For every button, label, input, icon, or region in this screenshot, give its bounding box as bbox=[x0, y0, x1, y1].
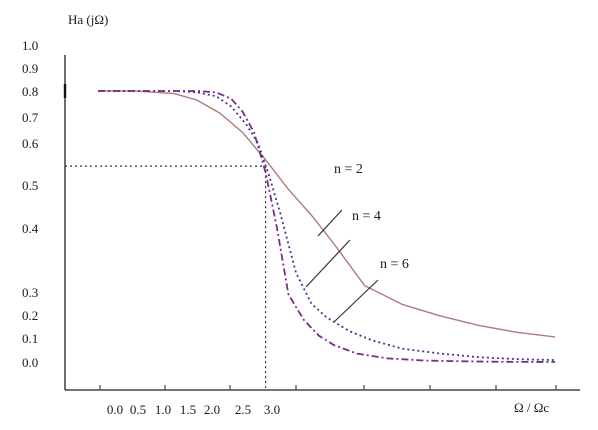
x-tick-label: 0.0 bbox=[107, 402, 123, 417]
y-axis-label: Ha (jΩ) bbox=[68, 12, 108, 27]
series-line-3 bbox=[98, 90, 556, 363]
y-tick-label: 0.0 bbox=[22, 355, 38, 370]
x-tick-label: 1.0 bbox=[155, 402, 171, 417]
x-tick-label: 3.0 bbox=[264, 402, 280, 417]
x-axis-label: Ω / Ωc bbox=[514, 400, 549, 415]
series-label-leader-1 bbox=[317, 209, 343, 237]
x-tick-label: 1.5 bbox=[180, 402, 196, 417]
x-tick-label: 2.5 bbox=[235, 402, 251, 417]
y-tick-label: 0.7 bbox=[22, 110, 39, 125]
y-tick-label: 1.0 bbox=[22, 38, 38, 53]
x-tick-marks bbox=[99, 385, 557, 390]
y-tick-label: 0.5 bbox=[22, 178, 38, 193]
y-tick-label: 0.3 bbox=[22, 285, 38, 300]
series-line-1 bbox=[98, 90, 556, 338]
y-tick-label: 0.6 bbox=[22, 136, 39, 151]
y-tick-label: 0.2 bbox=[22, 308, 38, 323]
x-tick-label: 2.0 bbox=[204, 402, 220, 417]
y-tick-label: 0.4 bbox=[22, 221, 39, 236]
series-label-leader-3 bbox=[333, 279, 379, 323]
series-label-leader-2 bbox=[305, 239, 351, 288]
y-tick-label: 0.1 bbox=[22, 331, 38, 346]
x-tick-label: 0.5 bbox=[130, 402, 146, 417]
y-tick-label: 0.9 bbox=[22, 61, 38, 76]
reference-lines bbox=[65, 165, 267, 390]
series-label-2: n = 4 bbox=[352, 209, 381, 224]
series-label-1: n = 2 bbox=[334, 162, 363, 177]
x-tick-labels: 0.0 0.5 1.0 1.5 2.0 2.5 3.0 bbox=[107, 402, 280, 417]
series-lines bbox=[98, 90, 556, 363]
series-labels: n = 2 n = 4 n = 6 bbox=[305, 162, 409, 323]
y-tick-label: 0.8 bbox=[22, 84, 38, 99]
series-label-3: n = 6 bbox=[380, 257, 409, 272]
y-tick-labels: 1.0 0.9 0.8 0.7 0.6 0.5 0.4 0.3 0.2 0.1 0.0 bbox=[22, 38, 39, 370]
